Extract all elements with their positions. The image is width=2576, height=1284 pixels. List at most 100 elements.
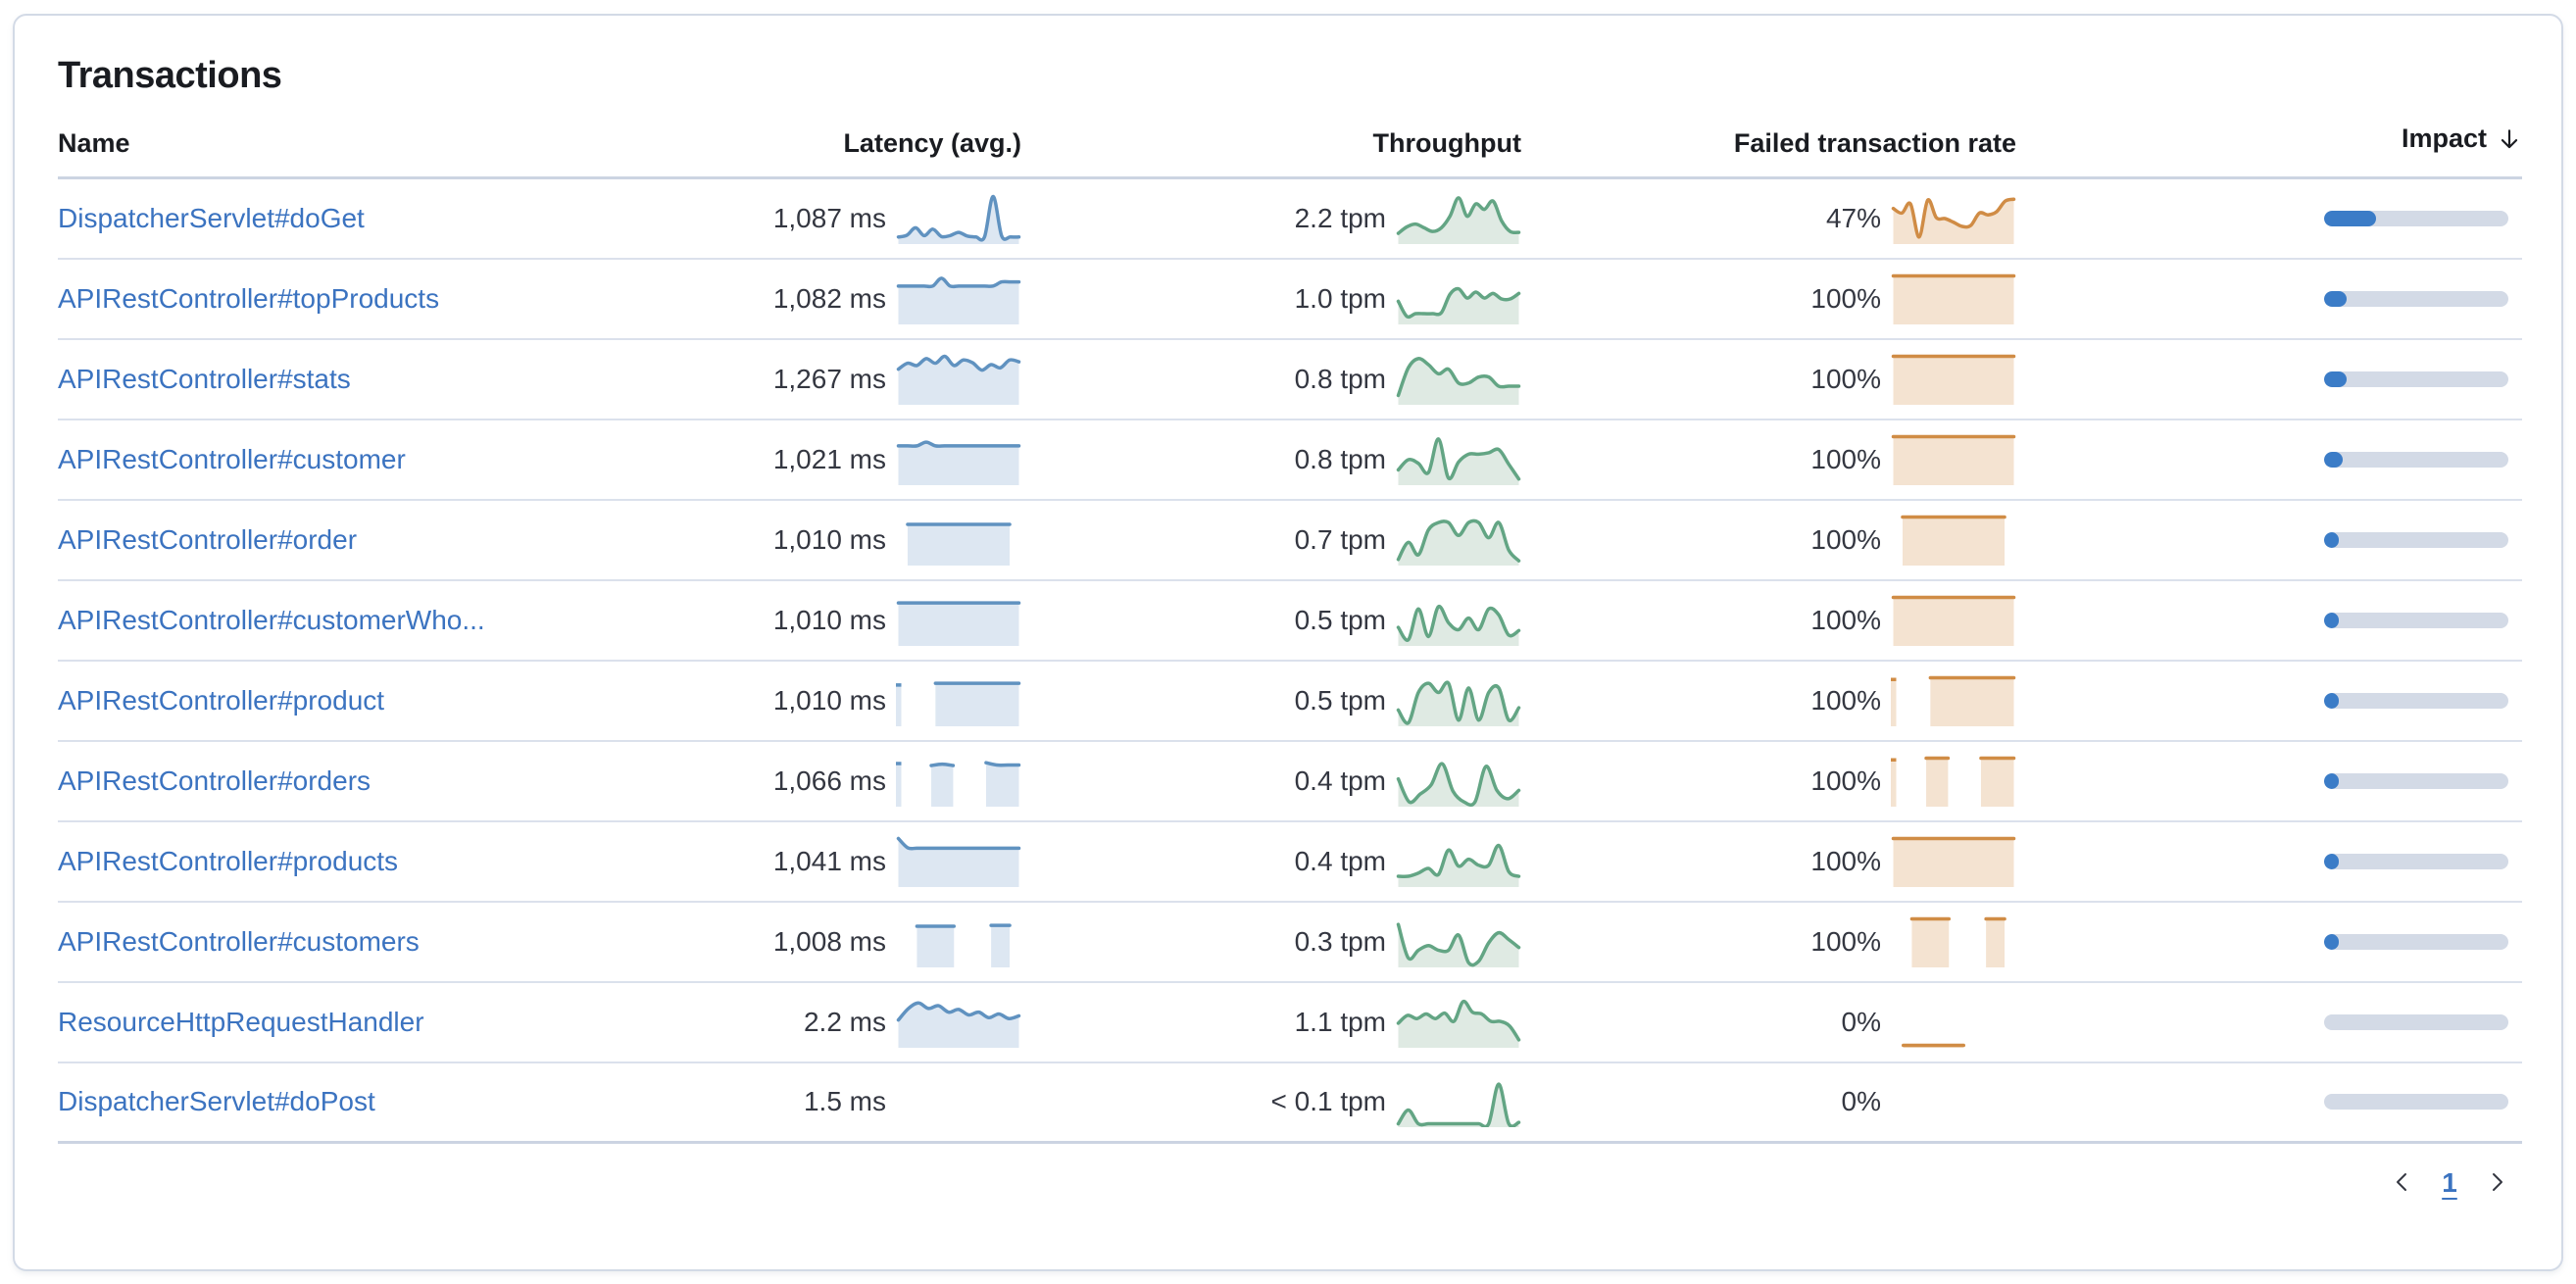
failed-rate-sparkline xyxy=(1890,675,2016,726)
transaction-link[interactable]: ResourceHttpRequestHandler xyxy=(58,1006,424,1037)
table-row: APIRestController#products 1,041 ms 0.4 … xyxy=(58,821,2522,902)
impact-bar-fill xyxy=(2324,692,2339,709)
throughput-sparkline xyxy=(1396,756,1521,807)
table-row: APIRestController#customer 1,021 ms 0.8 … xyxy=(58,420,2522,500)
latency-value: 1.5 ms xyxy=(803,1086,886,1117)
latency-value: 1,082 ms xyxy=(772,282,886,314)
throughput-value: < 0.1 tpm xyxy=(1270,1086,1386,1117)
failed-rate-value: 100% xyxy=(1810,363,1881,394)
throughput-sparkline xyxy=(1396,836,1521,887)
throughput-value: 0.4 tpm xyxy=(1294,845,1386,876)
latency-sparkline xyxy=(896,434,1021,485)
impact-bar xyxy=(2324,772,2508,789)
chevron-right-icon xyxy=(2485,1170,2508,1197)
table-row: DispatcherServlet#doPost 1.5 ms < 0.1 tp… xyxy=(58,1062,2522,1143)
latency-sparkline xyxy=(896,836,1021,887)
column-header-failed-rate[interactable]: Failed transaction rate xyxy=(1733,128,2016,158)
impact-bar-fill xyxy=(2324,853,2339,869)
table-row: ResourceHttpRequestHandler 2.2 ms 1.1 tp… xyxy=(58,982,2522,1062)
failed-rate-sparkline xyxy=(1891,434,2016,485)
transaction-link[interactable]: APIRestController#customers xyxy=(58,925,420,957)
impact-bar xyxy=(2324,290,2508,307)
transaction-link[interactable]: APIRestController#product xyxy=(58,684,385,716)
sort-desc-arrow-icon xyxy=(2497,128,2522,158)
transaction-link[interactable]: APIRestController#customer xyxy=(58,443,406,474)
current-page-number: 1 xyxy=(2442,1167,2457,1198)
throughput-sparkline xyxy=(1396,997,1521,1048)
column-header-name: Name xyxy=(58,128,130,158)
throughput-sparkline xyxy=(1396,354,1521,405)
throughput-sparkline xyxy=(1396,675,1521,726)
latency-sparkline xyxy=(896,1076,1021,1127)
failed-rate-sparkline xyxy=(1891,595,2016,646)
impact-bar-fill xyxy=(2324,451,2343,468)
throughput-value: 1.1 tpm xyxy=(1294,1006,1386,1037)
table-row: DispatcherServlet#doGet 1,087 ms 2.2 tpm… xyxy=(58,178,2522,259)
latency-sparkline xyxy=(896,354,1021,405)
impact-bar xyxy=(2324,210,2508,226)
transaction-link[interactable]: APIRestController#products xyxy=(58,845,399,876)
table-row: APIRestController#stats 1,267 ms 0.8 tpm… xyxy=(58,339,2522,420)
impact-bar-fill xyxy=(2324,933,2339,950)
latency-sparkline xyxy=(896,515,1021,566)
throughput-value: 0.5 tpm xyxy=(1294,604,1386,635)
failed-rate-sparkline xyxy=(1891,354,2016,405)
throughput-sparkline xyxy=(1396,515,1521,566)
transaction-link[interactable]: APIRestController#orders xyxy=(58,765,372,796)
impact-bar xyxy=(2324,451,2508,468)
latency-sparkline xyxy=(896,916,1021,967)
transaction-link[interactable]: APIRestController#order xyxy=(58,523,358,555)
impact-bar xyxy=(2324,692,2508,709)
failed-rate-sparkline xyxy=(1890,756,2016,807)
impact-bar xyxy=(2324,853,2508,869)
latency-sparkline xyxy=(896,193,1021,244)
transaction-link[interactable]: APIRestController#topProducts xyxy=(58,282,440,314)
column-header-throughput[interactable]: Throughput xyxy=(1372,128,1521,158)
throughput-sparkline xyxy=(1396,434,1521,485)
failed-rate-sparkline xyxy=(1891,916,2016,967)
transaction-link[interactable]: DispatcherServlet#doPost xyxy=(58,1086,375,1117)
transaction-link[interactable]: APIRestController#stats xyxy=(58,363,351,394)
failed-rate-value: 0% xyxy=(1841,1086,1881,1117)
impact-bar-fill xyxy=(2324,531,2340,548)
throughput-sparkline xyxy=(1396,1076,1521,1129)
throughput-value: 0.5 tpm xyxy=(1294,684,1386,716)
latency-value: 1,008 ms xyxy=(772,925,886,957)
failed-rate-value: 100% xyxy=(1810,443,1881,474)
transaction-link[interactable]: APIRestController#customerWho... xyxy=(58,604,485,635)
table-row: APIRestController#customerWho... 1,010 m… xyxy=(58,580,2522,661)
failed-rate-sparkline xyxy=(1891,515,2016,566)
throughput-value: 0.8 tpm xyxy=(1294,363,1386,394)
impact-bar xyxy=(2324,933,2508,950)
failed-rate-value: 47% xyxy=(1825,202,1881,233)
transaction-link[interactable]: DispatcherServlet#doGet xyxy=(58,202,365,233)
transactions-panel: Transactions Name Latency (avg.) Through… xyxy=(13,14,2563,1271)
next-page-button[interactable] xyxy=(2475,1161,2518,1205)
failed-rate-sparkline xyxy=(1891,273,2016,324)
throughput-sparkline xyxy=(1396,916,1521,967)
previous-page-button[interactable] xyxy=(2381,1161,2424,1205)
latency-value: 2.2 ms xyxy=(803,1006,886,1037)
impact-bar-fill xyxy=(2324,210,2376,226)
column-header-latency[interactable]: Latency (avg.) xyxy=(843,128,1021,158)
transactions-table: Name Latency (avg.) Throughput Failed tr… xyxy=(58,123,2522,1144)
throughput-sparkline xyxy=(1396,193,1521,244)
throughput-value: 1.0 tpm xyxy=(1294,282,1386,314)
latency-value: 1,087 ms xyxy=(772,202,886,233)
impact-bar-fill xyxy=(2324,370,2347,387)
impact-bar xyxy=(2324,612,2508,628)
column-header-impact[interactable]: Impact xyxy=(2016,123,2522,178)
failed-rate-sparkline xyxy=(1891,1076,2016,1127)
table-row: APIRestController#topProducts 1,082 ms 1… xyxy=(58,259,2522,339)
table-row: APIRestController#order 1,010 ms 0.7 tpm… xyxy=(58,500,2522,580)
failed-rate-value: 100% xyxy=(1810,684,1881,716)
throughput-sparkline xyxy=(1396,595,1521,646)
impact-bar xyxy=(2324,370,2508,387)
table-row: APIRestController#product 1,010 ms 0.5 t… xyxy=(58,661,2522,741)
throughput-value: 0.7 tpm xyxy=(1294,523,1386,555)
latency-sparkline xyxy=(895,675,1021,726)
page-1-button[interactable]: 1 xyxy=(2428,1161,2471,1205)
latency-value: 1,066 ms xyxy=(772,765,886,796)
failed-rate-value: 0% xyxy=(1841,1006,1881,1037)
latency-value: 1,021 ms xyxy=(772,443,886,474)
